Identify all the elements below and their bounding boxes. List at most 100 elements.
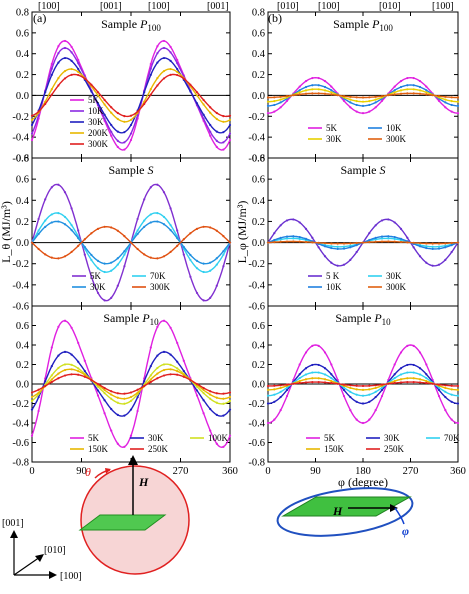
series-point [368, 232, 371, 235]
series-point [292, 382, 295, 385]
series-point [222, 131, 225, 134]
series-point [349, 386, 352, 390]
chart-a-1: -0.6 -0.4 -0.2 0.0 0.2 0.4 0.6 0.8 Sample P100 5K… [12, 8, 232, 165]
series-point [425, 381, 428, 385]
series-point [279, 98, 282, 101]
series-point [425, 93, 428, 96]
series-point [374, 238, 377, 241]
series-point [393, 85, 396, 88]
chart-title: Sample P100 [333, 17, 393, 33]
series-point [169, 363, 172, 366]
series-point [162, 69, 166, 73]
series-point [361, 394, 365, 397]
series-point [209, 134, 212, 137]
series-point [176, 62, 179, 65]
series-point [195, 94, 199, 97]
series-point [149, 186, 152, 189]
series-point [374, 95, 377, 98]
series-point [311, 84, 314, 87]
series-point [273, 393, 276, 396]
series-point [279, 238, 282, 241]
series-point [44, 225, 47, 228]
series-point [399, 85, 403, 89]
series-point [129, 123, 133, 127]
series-point [355, 244, 358, 247]
series-point [304, 227, 308, 231]
dir-b-0: [010] [277, 1, 299, 12]
series-point [374, 106, 377, 109]
panel-b-label: (b) [268, 11, 282, 25]
series-point [399, 378, 403, 381]
series-point [450, 393, 453, 396]
series-point [44, 384, 47, 388]
y-axis-label: L_θ (MJ/m³) [0, 201, 13, 263]
series-point [387, 94, 390, 97]
series-point [169, 207, 172, 210]
series-point [412, 92, 415, 95]
series-point [162, 223, 166, 226]
series-point [222, 235, 225, 238]
series-point [50, 73, 53, 76]
series-point [456, 421, 460, 425]
y-tick-label: 0.0 [252, 91, 265, 102]
series-point [425, 89, 428, 92]
series-point [63, 255, 67, 258]
series-point [323, 92, 327, 95]
series-point [266, 421, 270, 425]
series-point [44, 219, 47, 222]
series-point [103, 103, 106, 106]
series-point [399, 367, 403, 370]
series-point [129, 391, 133, 394]
series-point [44, 102, 47, 106]
chart-title: Sample P10 [335, 311, 391, 327]
series-point [50, 221, 53, 224]
series-point [228, 138, 232, 142]
series-point [202, 391, 205, 395]
series-point [304, 79, 308, 83]
x-tick-label: 270 [173, 466, 189, 477]
phi-arc [394, 507, 405, 525]
series-point [298, 240, 301, 243]
series-point [342, 94, 346, 98]
series-point [418, 381, 422, 384]
plot-frame [267, 157, 459, 307]
series-point [209, 390, 212, 393]
series-point [129, 399, 133, 402]
series-point [77, 244, 80, 247]
series-point [116, 442, 119, 445]
series-point [50, 93, 53, 96]
series-point [336, 247, 339, 250]
series-point [63, 319, 67, 322]
series-point [136, 232, 139, 236]
series-point [70, 229, 73, 232]
series-point [169, 224, 172, 227]
series-point [195, 259, 199, 262]
series-point [317, 88, 320, 91]
series-point [169, 368, 172, 371]
series-point [50, 67, 53, 70]
series-point [412, 84, 415, 87]
y-tick-label: 0.0 [252, 238, 265, 249]
film-plate [78, 514, 167, 531]
series-point [222, 114, 225, 118]
series-point [30, 114, 34, 117]
series-point [143, 198, 146, 201]
series-point [182, 77, 185, 80]
series-point [129, 118, 133, 121]
series-point [123, 397, 126, 400]
series-point [222, 141, 225, 144]
series-point [292, 237, 295, 240]
series-point [110, 134, 113, 137]
series-point [129, 395, 133, 399]
series-point [228, 241, 232, 244]
series-point [83, 238, 86, 241]
series-point [123, 253, 126, 256]
series-point [77, 237, 80, 240]
series-point [215, 257, 218, 260]
series-point [228, 434, 232, 437]
series-point [123, 120, 126, 123]
series-point [57, 84, 60, 87]
series-point [406, 241, 409, 244]
series-point [330, 85, 333, 88]
series-point [285, 94, 289, 98]
